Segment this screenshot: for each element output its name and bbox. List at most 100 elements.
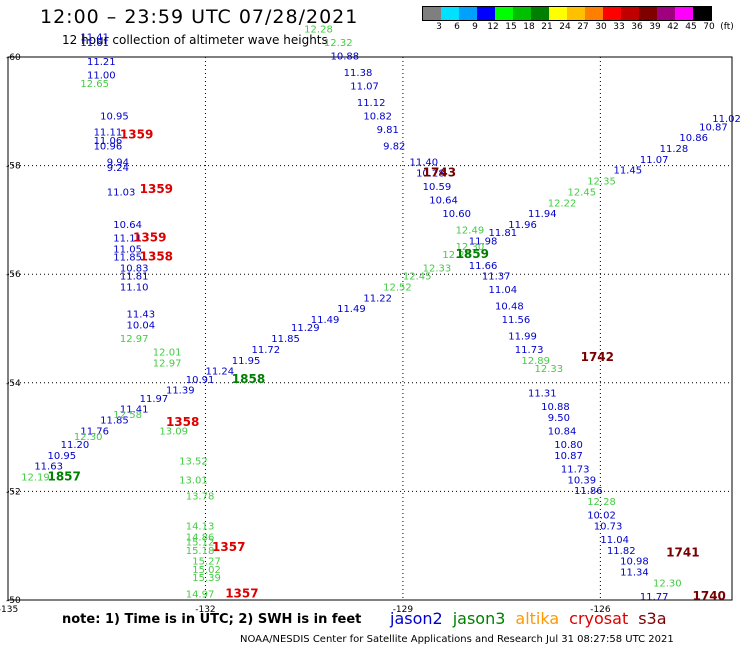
wave-height-label: 12.01: [153, 348, 182, 359]
wave-height-label: 12.97: [153, 359, 182, 370]
wave-height-label: 10.59: [423, 182, 452, 193]
wave-height-label: 11.61: [80, 38, 109, 49]
wave-height-label: 11.85: [113, 253, 142, 264]
page-title: 12:00 – 23:59 UTC 07/28/2021: [40, 6, 359, 28]
wave-height-label: 11.31: [528, 388, 557, 399]
wave-height-label: 9.81: [377, 125, 399, 136]
wave-height-label: 10.96: [94, 141, 123, 152]
wave-height-label: 12.30: [74, 432, 103, 443]
wave-height-label: 11.24: [205, 367, 234, 378]
wave-height-label: 11.94: [528, 209, 557, 220]
wave-height-label: 12.58: [113, 410, 142, 421]
wave-height-label: 11.41: [120, 405, 149, 416]
wave-height-label: 10.95: [100, 111, 129, 122]
color-scale-label: 6: [454, 22, 460, 32]
wave-height-label: 14.13: [186, 521, 215, 532]
pass-time-label: 1858: [232, 372, 265, 386]
wave-height-label: 10.91: [186, 375, 215, 386]
pass-time-label: 1859: [456, 247, 489, 261]
color-scale-label: 12: [487, 22, 499, 32]
wave-height-label: 10.98: [620, 557, 649, 568]
color-scale-label: 27: [577, 22, 589, 32]
wave-height-label: 11.99: [508, 331, 537, 342]
wave-height-label: 11.43: [126, 310, 155, 321]
wave-height-label: 10.83: [120, 263, 149, 274]
wave-height-label: 11.21: [87, 57, 116, 68]
wave-height-label: 10.86: [679, 133, 708, 144]
wave-height-label: 11.97: [140, 394, 169, 405]
wave-height-label: 12.45: [567, 187, 596, 198]
pass-time-label: 1357: [212, 540, 245, 554]
wave-height-label: 11.02: [712, 114, 740, 125]
latitude-tick-label: -56: [6, 270, 21, 280]
color-scale-label: 9: [472, 22, 478, 32]
wave-height-label: 11.00: [87, 71, 116, 82]
wave-height-label: 11.20: [61, 440, 90, 451]
wave-height-label: 9.82: [383, 141, 405, 152]
pass-time-label: 1740: [693, 589, 726, 603]
color-swatch: [567, 7, 585, 20]
pass-time-label: 1357: [225, 586, 258, 600]
wave-height-label: 9.24: [107, 163, 129, 174]
color-swatch: [459, 7, 477, 20]
wave-height-label: 11.85: [100, 416, 129, 427]
wave-height-label: 10.84: [548, 426, 577, 437]
wave-height-label: 11.07: [350, 82, 379, 93]
wave-height-label: 13.01: [179, 475, 208, 486]
wave-height-label: 11.95: [232, 356, 261, 367]
color-scale-label: 3: [436, 22, 442, 32]
wave-height-label: 12.28: [587, 497, 616, 508]
color-swatch: [513, 7, 531, 20]
wave-height-label: 15.39: [192, 573, 221, 584]
wave-height-label: 9.50: [548, 413, 570, 424]
color-scale-label: 18: [523, 22, 535, 32]
wave-height-label: 10.80: [554, 440, 583, 451]
color-swatch: [477, 7, 495, 20]
wave-height-label: 11.96: [508, 220, 537, 231]
wave-height-label: 12.28: [304, 25, 333, 36]
wave-height-label: 14.86: [186, 532, 215, 543]
pass-time-label: 1741: [666, 546, 699, 560]
wave-height-label: 12.35: [587, 177, 616, 188]
pass-time-label: 1359: [140, 182, 173, 196]
color-swatch: [531, 7, 549, 20]
wave-height-label: 11.49: [311, 315, 340, 326]
longitude-tick-label: -129: [393, 605, 414, 615]
wave-height-label: 11.38: [344, 68, 373, 79]
latitude-tick-label: -54: [6, 379, 21, 389]
color-scale-label: 24: [559, 22, 571, 32]
color-scale-label: 33: [613, 22, 625, 32]
wave-height-label: 11.12: [357, 98, 386, 109]
color-swatch: [621, 7, 639, 20]
wave-height-label: 11.39: [166, 386, 195, 397]
wave-height-label: 11.34: [620, 568, 649, 579]
wave-height-label: 13.09: [159, 426, 188, 437]
page-subtitle: 12 hour collection of altimeter wave hei…: [62, 33, 328, 47]
wave-height-label: 12.22: [548, 198, 577, 209]
wave-height-label: 10.39: [567, 475, 596, 486]
satellite-legend: jason2 jason3 altika cryosat s3a: [390, 609, 677, 628]
wave-height-label: 11.11: [113, 234, 142, 245]
wave-height-label: 11.76: [80, 426, 109, 437]
wave-height-label: 11.04: [600, 535, 629, 546]
wave-height-label: 15.27: [192, 557, 221, 568]
pass-time-label: 1358: [166, 415, 199, 429]
pass-time-label: 1742: [581, 350, 614, 364]
wave-height-label: 10.87: [699, 122, 728, 133]
color-swatch: [603, 7, 621, 20]
wave-height-label: 11.49: [337, 304, 366, 315]
wave-height-label: 11.77: [640, 592, 669, 603]
color-swatch: [639, 7, 657, 20]
wave-height-label: 10.60: [442, 209, 471, 220]
wave-height-label: 10.88: [541, 402, 570, 413]
wave-height-label: 11.56: [502, 315, 531, 326]
longitude-tick-label: -135: [0, 605, 18, 615]
wave-height-label: 12.65: [80, 79, 109, 90]
pass-time-label: 1358: [140, 250, 173, 264]
color-scale-label: (ft): [720, 22, 734, 32]
color-scale-labels: 3 6 9 12 15 18 21 24 27 30 33 36 39 42 45 70 (ft): [422, 22, 740, 34]
map-frame: [7, 56, 733, 601]
color-swatch: [585, 7, 603, 20]
color-scale-label: 39: [649, 22, 661, 32]
